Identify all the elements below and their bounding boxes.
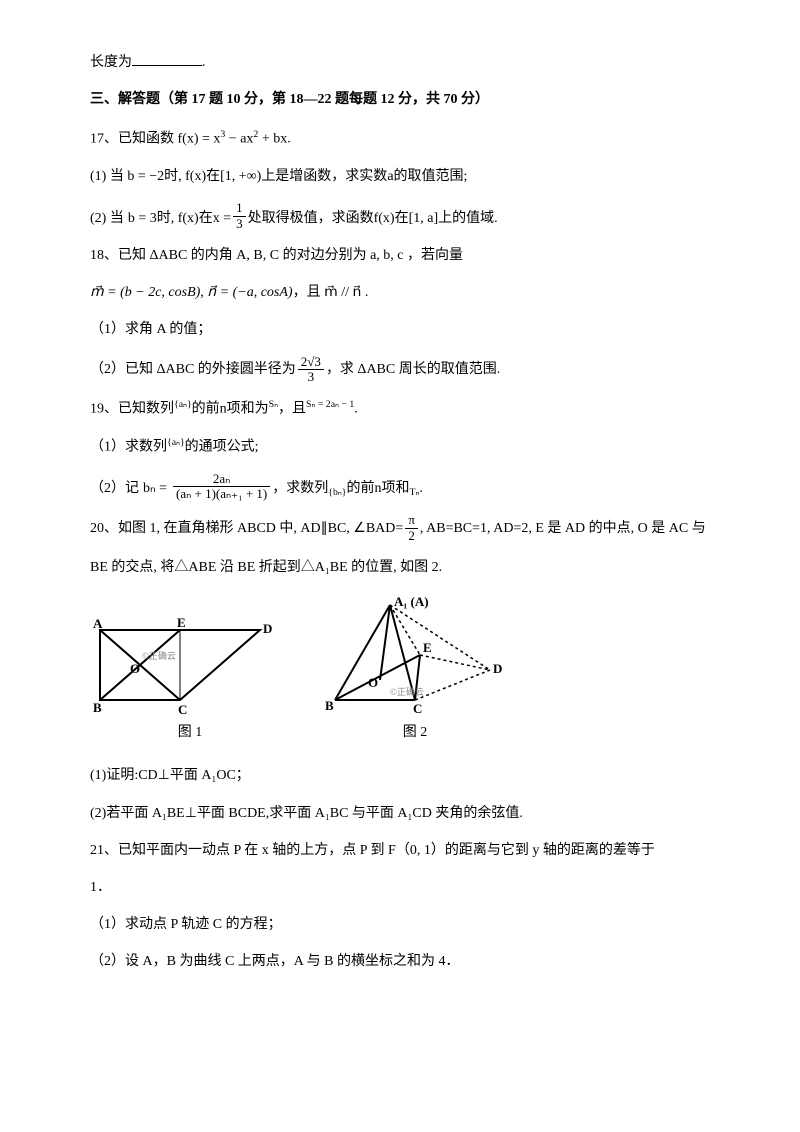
page-root: 长度为. 三、解答题（第 17 题 10 分，第 18—22 题每题 12 分，… xyxy=(0,0,800,1132)
q19-an: {aₙ} xyxy=(174,399,192,410)
fig2-D: D xyxy=(493,661,502,676)
q17-2c: 处取得极值，求函数 xyxy=(248,206,374,231)
q18-vec-tail: ，且 m⃗ // n⃗ . xyxy=(293,285,369,300)
q20-a: 20、如图 1, 在直角梯形 ABCD 中, AD∥BC, ∠BAD= xyxy=(90,516,403,541)
q19-2-frac: 2aₙ (aₙ + 1)(aₙ₊₁ + 1) xyxy=(173,472,270,502)
q19-part1: （1）求数列{aₙ}的通项公式; xyxy=(90,434,710,460)
q17-minus: − ax xyxy=(225,132,253,147)
q17-stem: 17、已知函数 f(x) = x3 − ax2 + bx. xyxy=(90,126,710,152)
q18-2-den: 3 xyxy=(298,370,324,384)
caption-2: 图 2 xyxy=(320,720,510,745)
q18-2-frac: 2√3 3 xyxy=(298,355,324,385)
q20-stem-line2: BE 的交点, 将△ABE 沿 BE 折起到△A₁BE 的位置, 如图 2. xyxy=(90,555,710,580)
q21-stem-b: 1． xyxy=(90,875,710,900)
q19-eq: Sₙ = 2aₙ − 1 xyxy=(306,399,354,410)
blank-underline xyxy=(132,51,202,66)
q17-2-den: 3 xyxy=(233,217,246,231)
q17-2-num: 1 xyxy=(233,201,246,216)
fig1-B: B xyxy=(93,700,102,715)
q19-2-den: (aₙ + 1)(aₙ₊₁ + 1) xyxy=(173,487,270,501)
q19-part2: （2）记 bₙ = 2aₙ (aₙ + 1)(aₙ₊₁ + 1) ，求数列{bₙ… xyxy=(90,472,710,502)
q17-fx: f(x) = x xyxy=(178,132,221,147)
q17-plusbx: + bx. xyxy=(258,132,290,147)
q17-part2: (2) 当 b = 3时, f(x)在x = 1 3 处取得极值，求函数 f(x… xyxy=(90,201,710,231)
q18-2b: ，求 ΔABC 周长的取值范围. xyxy=(326,357,500,382)
q19-n: n xyxy=(220,402,227,417)
q17-1b: b = −2时, f(x)在[1, +∞) xyxy=(127,169,261,184)
q17-1a: (1) 当 xyxy=(90,169,124,184)
q18-vec: m⃗ = (b − 2c, cosB), n⃗ = (−a, cosA)，且 m… xyxy=(90,280,710,305)
q17-1c: 上是增函数，求实数 xyxy=(261,169,387,184)
fig2-O: O xyxy=(368,675,378,690)
q17-2b: b = 3时, f(x)在x = xyxy=(128,206,231,231)
fig1-watermark: ©正确云 xyxy=(142,650,176,661)
q19-b: 的前 xyxy=(192,402,220,417)
q19-a: 19、已知数列 xyxy=(90,402,174,417)
figure-2: A₁ (A) B C D E O ©正确云 xyxy=(320,595,510,715)
q20-part1: (1)证明:CD⊥平面 A₁OC； xyxy=(90,763,710,788)
q19-1a: （1）求数列 xyxy=(90,440,167,455)
length-label: 长度为 xyxy=(90,55,132,70)
fig1-C: C xyxy=(178,702,187,715)
q19-1-an: {aₙ} xyxy=(167,437,185,448)
q21-part1: （1）求动点 P 轨迹 C 的方程； xyxy=(90,912,710,937)
q17-2d: f(x)在[1, a] xyxy=(374,206,439,231)
fig2-watermark: ©正确云 xyxy=(390,686,424,697)
caption-row: 图 1 图 2 xyxy=(90,720,710,745)
fig1-A: A xyxy=(93,616,103,631)
q20-b: , AB=BC=1, AD=2, E 是 AD 的中点, O 是 AC 与 xyxy=(420,516,706,541)
q19-sn: Sₙ xyxy=(269,399,278,410)
q18-stem: 18、已知 ΔABC 的内角 A, B, C 的对边分别为 a, b, c ，若… xyxy=(90,243,710,268)
q19-d: ，且 xyxy=(278,402,306,417)
q17-label: 17、已知函数 xyxy=(90,132,174,147)
fig1-O: O xyxy=(130,661,140,676)
q19-dot: . xyxy=(354,402,358,417)
q19-2d: 项和 xyxy=(381,476,409,501)
q19-stem: 19、已知数列{aₙ}的前n项和为Sₙ，且Sₙ = 2aₙ − 1. xyxy=(90,396,710,422)
fig1-D: D xyxy=(263,621,272,636)
q21-part2: （2）设 A，B 为曲线 C 上两点，A 与 B 的横坐标之和为 4． xyxy=(90,949,710,974)
fig1-E: E xyxy=(177,615,186,630)
q19-2-bn2: {bₙ} xyxy=(328,484,346,502)
q21-stem-a: 21、已知平面内一动点 P 在 x 轴的上方，点 P 到 F（0, 1）的距离与… xyxy=(90,838,710,863)
q20-num: π xyxy=(405,513,418,528)
q18-part2: （2）已知 ΔABC 的外接圆半径为 2√3 3 ，求 ΔABC 周长的取值范围… xyxy=(90,355,710,385)
q20-den: 2 xyxy=(405,529,418,543)
q19-2b-text: ，求数列 xyxy=(272,476,328,501)
prev-line: 长度为. xyxy=(90,50,710,75)
q19-2c: 的前 xyxy=(346,476,374,501)
fig2-A1: A₁ (A) xyxy=(394,595,429,609)
q19-2-tn: Tₙ xyxy=(409,484,419,502)
figure-row: A B C D E O ©正确云 A₁ (A) B C D E O ©正确 xyxy=(90,595,710,715)
q17-2-frac: 1 3 xyxy=(233,201,246,231)
section-3-title: 三、解答题（第 17 题 10 分，第 18—22 题每题 12 分，共 70 … xyxy=(90,87,710,112)
q19-2-bn: bₙ = xyxy=(143,476,167,501)
q17-part1: (1) 当 b = −2时, f(x)在[1, +∞)上是增函数，求实数a的取值… xyxy=(90,164,710,189)
q19-2-n: n xyxy=(374,476,381,501)
q20-part2: (2)若平面 A₁BE⊥平面 BCDE,求平面 A₁BC 与平面 A₁CD 夹角… xyxy=(90,801,710,826)
q19-2-num: 2aₙ xyxy=(173,472,270,487)
fig2-B: B xyxy=(325,698,334,713)
q19-1b: 的通项公式; xyxy=(185,440,259,455)
figure-1: A B C D E O ©正确云 xyxy=(90,615,290,715)
q20-stem-line1: 20、如图 1, 在直角梯形 ABCD 中, AD∥BC, ∠BAD= π 2 … xyxy=(90,513,710,543)
q17-2e: 上的值域. xyxy=(438,206,498,231)
fig2-E: E xyxy=(423,640,432,655)
q18-vec-expr: m⃗ = (b − 2c, cosB), n⃗ = (−a, cosA) xyxy=(90,285,293,300)
q18-part1: （1）求角 A 的值； xyxy=(90,317,710,342)
fig2-C: C xyxy=(413,701,422,715)
q19-c: 项和为 xyxy=(227,402,269,417)
q20-frac: π 2 xyxy=(405,513,418,543)
q17-1e: 的取值范围; xyxy=(394,169,468,184)
caption-1: 图 1 xyxy=(90,720,290,745)
q17-2a: (2) 当 xyxy=(90,206,124,231)
q19-2a: （2）记 xyxy=(90,476,139,501)
q18-2a: （2）已知 ΔABC 的外接圆半径为 xyxy=(90,357,296,382)
q18-2-num: 2√3 xyxy=(298,355,324,370)
